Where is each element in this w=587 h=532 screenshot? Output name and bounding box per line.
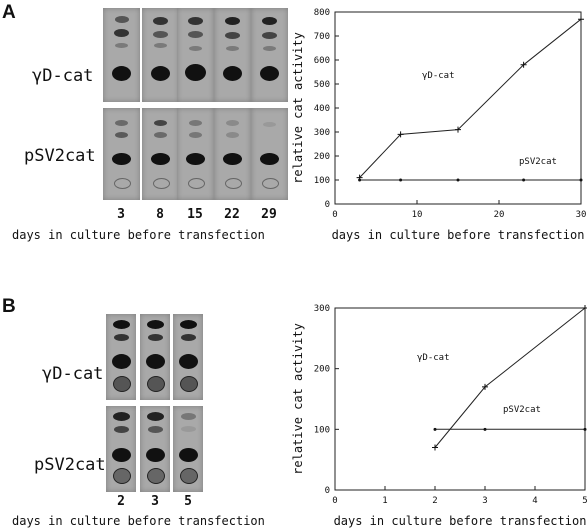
lane-day-label: 22: [224, 207, 240, 222]
lane-day-label: 2: [117, 494, 125, 509]
data-point: [399, 178, 403, 182]
x-tick-label: 20: [494, 210, 505, 220]
construct-label-psv2cat: pSV2cat: [24, 146, 96, 166]
tlc-lane: [251, 8, 288, 102]
series-label: pSV2cat: [503, 405, 541, 415]
x-tick-label: 5: [582, 496, 587, 506]
data-point: [432, 444, 438, 451]
data-point: [482, 383, 488, 390]
tlc-lane: [173, 406, 203, 492]
x-tick-label: 0: [332, 496, 337, 506]
x-tick-label: 2: [432, 496, 437, 506]
x-tick-label: 10: [412, 210, 423, 220]
data-point: [520, 61, 527, 68]
y-tick-label: 800: [314, 8, 330, 18]
x-tick-label: 4: [532, 496, 537, 506]
tlc-lane: [106, 314, 136, 400]
tlc-lane: [214, 108, 251, 200]
series-label: pSV2cat: [519, 157, 557, 167]
y-tick-label: 500: [314, 80, 330, 90]
lane-day-label: 29: [261, 207, 277, 222]
plot-frame: [334, 307, 586, 491]
y-tick-label: 200: [314, 365, 330, 375]
tlc-lane: [177, 108, 214, 200]
tlc-lane: [214, 8, 251, 102]
tlc-lane: [103, 8, 140, 102]
data-point: [397, 131, 404, 138]
lane-day-label: 3: [117, 207, 125, 222]
x-tick-label: 30: [576, 210, 587, 220]
tlc-lane: [177, 8, 214, 102]
y-tick-label: 600: [314, 56, 330, 66]
y-tick-label: 100: [314, 176, 330, 186]
gel-b-caption: days in culture before transfection: [12, 514, 265, 528]
x-tick-label: 3: [482, 496, 487, 506]
series-line-0: [359, 18, 582, 178]
panel-b-letter: B: [2, 296, 16, 317]
data-point: [579, 178, 583, 182]
lane-day-label: 3: [151, 494, 159, 509]
y-tick-label: 100: [314, 425, 330, 435]
tlc-lane: [142, 8, 179, 102]
y-tick-label: 200: [314, 152, 330, 162]
lane-day-label: 8: [156, 207, 164, 222]
data-point: [433, 427, 437, 431]
y-tick-label: 700: [314, 32, 330, 42]
tlc-lane: [173, 314, 203, 400]
chart-b: 0 1 2 3 4 5 0 100 200 300 days in culture before t…: [291, 304, 587, 528]
x-axis-label: days in culture before transfection: [334, 514, 587, 528]
x-axis-label: days in culture before transfection: [332, 228, 585, 242]
tlc-lane: [142, 108, 179, 200]
y-tick-label: 300: [314, 128, 330, 138]
data-point: [522, 178, 526, 182]
y-tick-label: 0: [325, 200, 330, 210]
lane-day-label: 15: [187, 207, 203, 222]
series-label: γD-cat: [417, 353, 450, 363]
plot-frame: [334, 11, 582, 205]
y-axis-label: relative cat activity: [291, 323, 305, 475]
tlc-lane: [251, 108, 288, 200]
gel-a-caption: days in culture before transfection: [12, 228, 265, 242]
data-point: [483, 427, 487, 431]
y-tick-label: 400: [314, 104, 330, 114]
construct-label-gammad-cat: γD-cat: [32, 66, 94, 86]
tlc-lane: [103, 108, 140, 200]
data-point: [358, 178, 362, 182]
x-tick-label: 1: [382, 496, 387, 506]
series-line-0: [434, 307, 586, 448]
data-point: [583, 427, 587, 431]
lane-day-label: 5: [184, 494, 192, 509]
y-tick-label: 300: [314, 304, 330, 314]
construct-label-psv2cat: pSV2cat: [34, 455, 106, 475]
tlc-lane: [140, 314, 170, 400]
tlc-lane: [140, 406, 170, 492]
construct-label-gammad-cat: γD-cat: [42, 364, 104, 384]
y-axis-label: relative cat activity: [291, 32, 305, 184]
data-point: [455, 126, 461, 133]
x-tick-label: 0: [332, 210, 337, 220]
tlc-lane: [106, 406, 136, 492]
panel-a-letter: A: [2, 2, 16, 23]
data-point: [456, 178, 460, 182]
data-point: [578, 16, 584, 23]
data-point: [582, 305, 587, 311]
series-label: γD-cat: [422, 71, 455, 81]
y-tick-label: 0: [325, 486, 330, 496]
